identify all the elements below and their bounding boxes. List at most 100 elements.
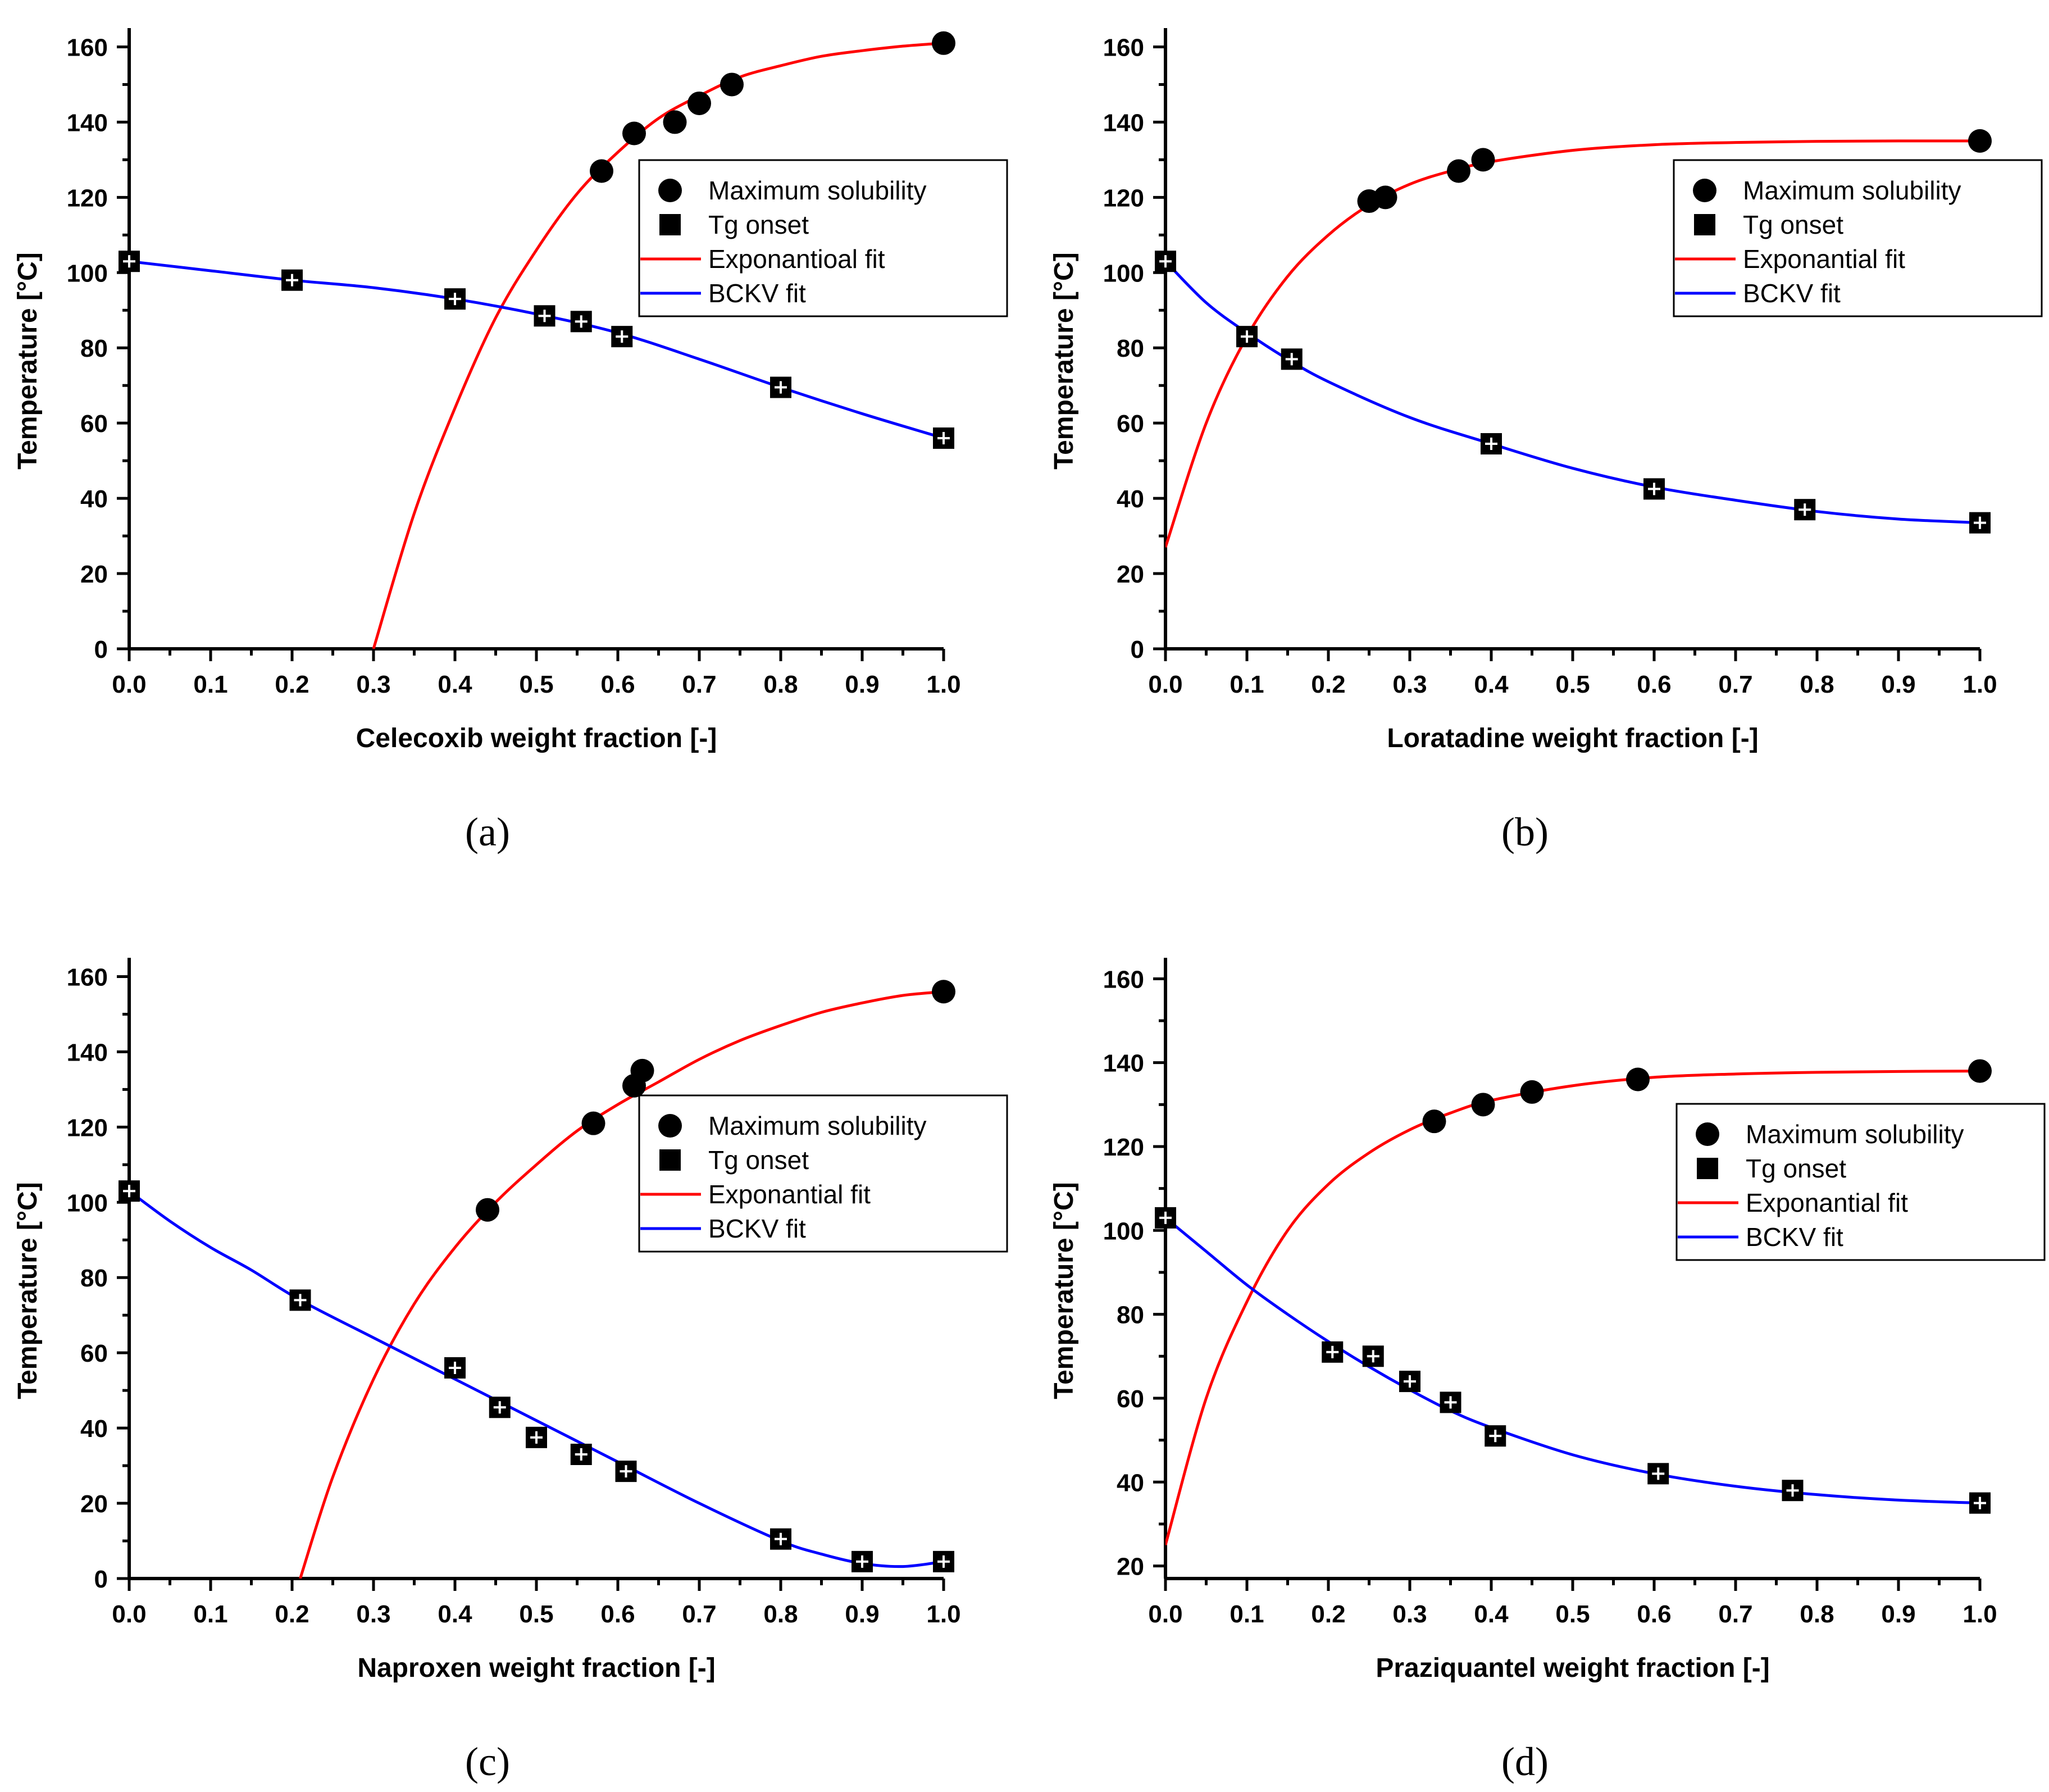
x-tick-label: 0.5 bbox=[519, 1600, 553, 1628]
tg-onset-point bbox=[1481, 433, 1502, 455]
y-tick-label: 120 bbox=[67, 184, 108, 212]
legend-box bbox=[638, 159, 1008, 317]
chart-panel-b: 0.0 0.1 0.2 0.3 0.4 0.5 0.6 0.7 0.8 0.9 1.0 0 20 40 60… bbox=[1049, 28, 2043, 854]
y-tick-label: 60 bbox=[1117, 410, 1144, 438]
bckv-fit-line bbox=[129, 1190, 944, 1568]
y-tick-label: 100 bbox=[1103, 1217, 1144, 1245]
tg-onset-point bbox=[1322, 1341, 1344, 1363]
x-tick-label: 0.7 bbox=[1718, 1600, 1752, 1628]
max-solubility-point bbox=[932, 980, 955, 1004]
y-tick-label: 0 bbox=[94, 1566, 108, 1593]
panel-label: (c) bbox=[465, 1739, 510, 1784]
y-tick-label: 160 bbox=[1103, 34, 1144, 61]
legend-label: Exponantial fit bbox=[708, 1180, 871, 1209]
tg-onset-point bbox=[1155, 251, 1176, 272]
legend-square-icon bbox=[1697, 1158, 1718, 1179]
x-tick-label: 0.0 bbox=[112, 671, 146, 698]
x-tick-label: 0.5 bbox=[519, 671, 553, 698]
y-tick-label: 160 bbox=[67, 963, 108, 991]
y-tick-label: 140 bbox=[67, 1039, 108, 1066]
tg-onset-point bbox=[289, 1289, 311, 1311]
chart-panel-d: 0.0 0.1 0.2 0.3 0.4 0.5 0.6 0.7 0.8 0.9 1.0 20 40 60 8… bbox=[1049, 958, 2046, 1784]
legend-label: Maximum solubility bbox=[708, 176, 927, 205]
chart-panel-a: 0.0 0.1 0.2 0.3 0.4 0.5 0.6 0.7 0.8 0.9 1.0 0 20 40 60… bbox=[13, 28, 1008, 854]
max-solubility-point bbox=[1968, 1059, 1992, 1083]
y-tick-label: 20 bbox=[1117, 1553, 1144, 1581]
x-tick-label: 1.0 bbox=[1963, 671, 1997, 698]
y-tick-label: 140 bbox=[1103, 1050, 1144, 1077]
x-tick-label: 0.2 bbox=[275, 1600, 309, 1628]
tg-onset-point bbox=[570, 1444, 592, 1465]
legend-label: Maximum solubility bbox=[1743, 176, 1961, 205]
x-tick-label: 0.1 bbox=[193, 671, 227, 698]
legend-label: BCKV fit bbox=[708, 1214, 806, 1243]
legend-circle-icon bbox=[658, 179, 682, 202]
y-tick-label: 60 bbox=[80, 410, 108, 438]
panel-label: (b) bbox=[1501, 809, 1549, 854]
x-tick-label: 0.0 bbox=[112, 1600, 146, 1628]
x-tick-label: 0.9 bbox=[845, 671, 879, 698]
legend-label: Tg onset bbox=[708, 1145, 809, 1175]
y-axis-title: Temperature [°C] bbox=[1049, 252, 1079, 469]
max-solubility-point bbox=[1968, 129, 1992, 153]
y-tick-label: 60 bbox=[1117, 1385, 1144, 1413]
y-tick-label: 40 bbox=[80, 485, 108, 513]
tg-onset-point bbox=[933, 1550, 954, 1572]
exponential-fit-line bbox=[299, 990, 944, 1579]
legend-square-icon bbox=[1694, 214, 1715, 235]
y-tick-label: 160 bbox=[67, 34, 108, 61]
x-tick-label: 0.8 bbox=[763, 1600, 798, 1628]
tg-onset-point bbox=[1969, 512, 1991, 534]
x-tick-label: 1.0 bbox=[926, 671, 960, 698]
legend-circle-icon bbox=[1693, 179, 1716, 202]
legend-label: Exponantial fit bbox=[1743, 244, 1905, 274]
y-tick-label: 100 bbox=[1103, 260, 1144, 287]
legend-box bbox=[1673, 159, 2043, 317]
tg-onset-point bbox=[119, 251, 140, 272]
x-tick-label: 0.7 bbox=[1718, 671, 1752, 698]
legend: Maximum solubility Tg onset Exponantial fi… bbox=[638, 1094, 1008, 1253]
exponential-fit-line bbox=[1165, 1070, 1980, 1545]
chart-panel-c: 0.0 0.1 0.2 0.3 0.4 0.5 0.6 0.7 0.8 0.9 1.0 0 20 40 60… bbox=[13, 958, 1008, 1784]
max-solubility-point bbox=[581, 1111, 605, 1135]
tg-onset-point bbox=[281, 269, 303, 291]
x-tick-label: 0.9 bbox=[845, 1600, 879, 1628]
tg-onset-point bbox=[1969, 1492, 1991, 1514]
max-solubility-point bbox=[1471, 1093, 1495, 1117]
tg-onset-point bbox=[1281, 348, 1303, 370]
x-tick-label: 0.3 bbox=[356, 671, 390, 698]
x-axis-title: Loratadine weight fraction [-] bbox=[1387, 724, 1758, 753]
legend-label: Maximum solubility bbox=[1746, 1120, 1964, 1149]
x-tick-label: 0.1 bbox=[193, 1600, 227, 1628]
y-tick-label: 100 bbox=[67, 1189, 108, 1217]
legend: Maximum solubility Tg onset Exponantioal f… bbox=[638, 159, 1008, 317]
legend-label: Exponantioal fit bbox=[708, 244, 885, 274]
legend: Maximum solubility Tg onset Exponantial fi… bbox=[1675, 1103, 2046, 1261]
legend: Maximum solubility Tg onset Exponantial fi… bbox=[1673, 159, 2043, 317]
x-tick-label: 0.9 bbox=[1881, 671, 1915, 698]
max-solubility-point bbox=[1447, 159, 1470, 183]
max-solubility-point bbox=[1471, 148, 1495, 172]
tg-onset-point bbox=[534, 305, 555, 327]
tg-onset-point bbox=[1399, 1371, 1420, 1393]
y-tick-label: 120 bbox=[67, 1114, 108, 1141]
x-axis-title: Celecoxib weight fraction [-] bbox=[356, 724, 717, 753]
x-tick-label: 0.2 bbox=[1311, 1600, 1345, 1628]
tg-onset-point bbox=[119, 1180, 140, 1202]
legend-label: Exponantial fit bbox=[1746, 1188, 1908, 1217]
x-tick-label: 0.5 bbox=[1555, 1600, 1590, 1628]
max-solubility-point bbox=[1373, 185, 1397, 210]
x-tick-label: 0.1 bbox=[1230, 1600, 1264, 1628]
y-tick-label: 40 bbox=[1117, 1469, 1144, 1497]
tg-onset-point bbox=[615, 1461, 637, 1482]
panel-label: (a) bbox=[465, 809, 510, 854]
x-tick-label: 0.5 bbox=[1555, 671, 1590, 698]
y-tick-label: 60 bbox=[80, 1340, 108, 1367]
x-tick-label: 0.2 bbox=[275, 671, 309, 698]
x-tick-label: 0.6 bbox=[1637, 671, 1671, 698]
tg-onset-point bbox=[1440, 1391, 1461, 1413]
x-tick-label: 0.3 bbox=[1392, 671, 1427, 698]
tg-onset-point bbox=[444, 1357, 466, 1379]
tg-onset-point bbox=[852, 1550, 873, 1572]
x-tick-label: 0.1 bbox=[1230, 671, 1264, 698]
